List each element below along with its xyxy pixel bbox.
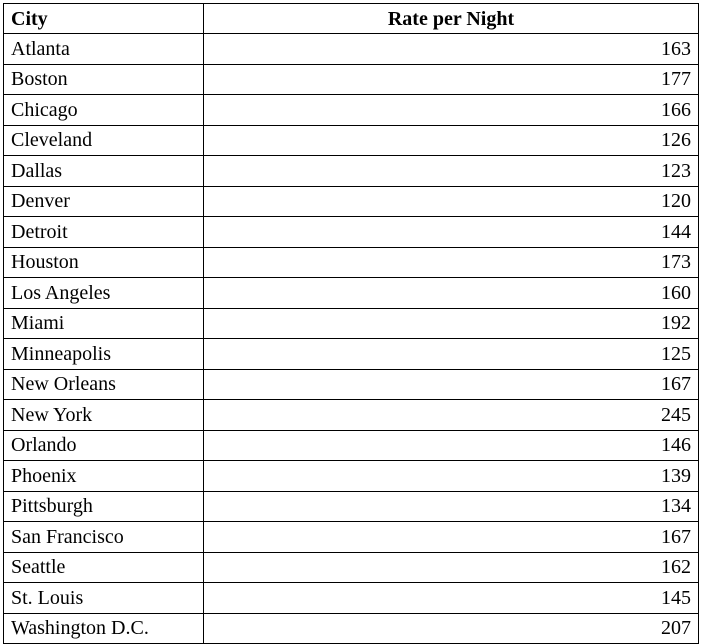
table-row: Houston 173 [3,246,699,278]
city-cell: San Francisco [3,521,204,553]
table-row: Detroit 144 [3,216,699,248]
table-row: Denver 120 [3,185,699,217]
table-header-row: City Rate per Night [3,3,699,34]
table-row: Atlanta 163 [3,33,699,65]
table-body: Atlanta 163 Boston 177 Chicago 166 Cleveland 12… [3,33,699,644]
table-row: Dallas 123 [3,155,699,187]
city-cell: St. Louis [3,582,204,614]
table-row: New York 245 [3,399,699,431]
city-cell: New York [3,399,204,431]
rate-cell: 134 [203,490,699,522]
city-cell: Boston [3,63,204,95]
rate-cell: 167 [203,521,699,553]
city-cell: Los Angeles [3,277,204,309]
city-cell: Pittsburgh [3,490,204,522]
table-row: Phoenix 139 [3,460,699,492]
city-cell: Minneapolis [3,338,204,370]
city-cell: Miami [3,307,204,339]
city-cell: Orlando [3,429,204,461]
table-row: Seattle 162 [3,551,699,583]
rate-cell: 177 [203,63,699,95]
city-cell: Denver [3,185,204,217]
table-row: Cleveland 126 [3,124,699,156]
city-cell: New Orleans [3,368,204,400]
rate-cell: 146 [203,429,699,461]
table-row: Pittsburgh 134 [3,490,699,522]
city-cell: Houston [3,246,204,278]
rate-cell: 166 [203,94,699,126]
table-row: St. Louis 145 [3,582,699,614]
rate-cell: 120 [203,185,699,217]
rate-cell: 173 [203,246,699,278]
rate-cell: 126 [203,124,699,156]
city-cell: Seattle [3,551,204,583]
city-cell: Atlanta [3,33,204,65]
rate-cell: 145 [203,582,699,614]
rate-cell: 162 [203,551,699,583]
rate-cell: 160 [203,277,699,309]
table-row: Chicago 166 [3,94,699,126]
table-row: Minneapolis 125 [3,338,699,370]
table-row: Washington D.C. 207 [3,612,699,644]
hotel-rates-table: City Rate per Night Atlanta 163 Boston 177 C… [3,3,699,644]
rate-cell: 123 [203,155,699,187]
column-header-city: City [3,3,204,34]
rate-cell: 125 [203,338,699,370]
city-cell: Phoenix [3,460,204,492]
rate-cell: 144 [203,216,699,248]
table-row: New Orleans 167 [3,368,699,400]
table-row: Boston 177 [3,63,699,95]
rate-cell: 192 [203,307,699,339]
city-cell: Detroit [3,216,204,248]
city-cell: Dallas [3,155,204,187]
column-header-rate: Rate per Night [203,3,699,34]
table-row: San Francisco 167 [3,521,699,553]
rate-cell: 163 [203,33,699,65]
rate-cell: 139 [203,460,699,492]
city-cell: Cleveland [3,124,204,156]
city-cell: Chicago [3,94,204,126]
table-row: Miami 192 [3,307,699,339]
table-row: Orlando 146 [3,429,699,461]
rate-cell: 167 [203,368,699,400]
rate-cell: 245 [203,399,699,431]
city-cell: Washington D.C. [3,612,204,644]
rate-cell: 207 [203,612,699,644]
table-row: Los Angeles 160 [3,277,699,309]
